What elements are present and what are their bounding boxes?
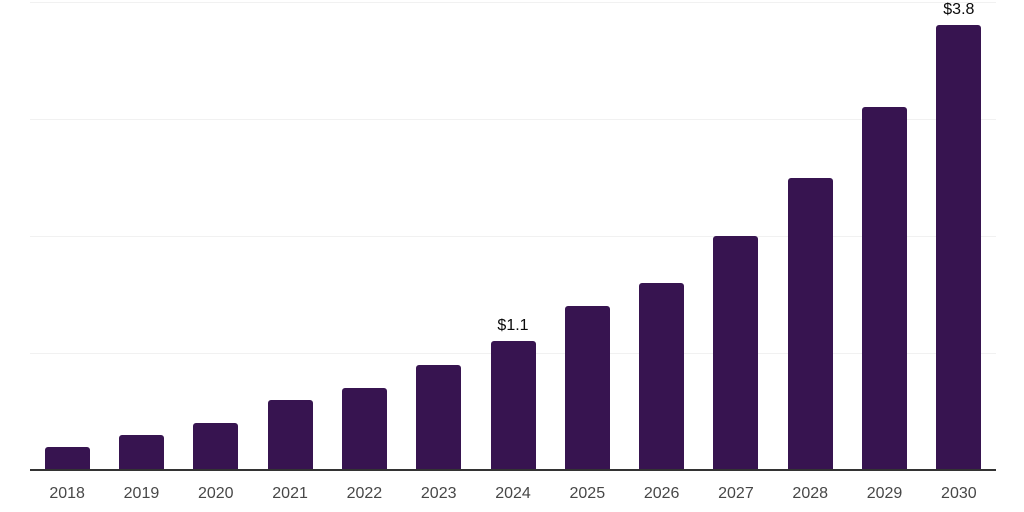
bar-2029 xyxy=(862,107,908,470)
x-tick-label-2022: 2022 xyxy=(346,485,383,502)
x-tick-label-2029: 2029 xyxy=(866,485,903,502)
bar-2025 xyxy=(564,306,610,470)
bar-2022 xyxy=(341,388,387,470)
bar-2018 xyxy=(44,446,90,470)
x-tick-label-2027: 2027 xyxy=(718,485,754,502)
bar-2019 xyxy=(118,434,164,470)
x-tick-label-2020: 2020 xyxy=(197,485,234,502)
bar-2021 xyxy=(267,399,313,470)
x-tick-label-2019: 2019 xyxy=(123,485,160,502)
x-tick-label-2018: 2018 xyxy=(49,485,85,502)
bar-value-label-2024: $1.1 xyxy=(497,317,529,335)
x-axis-line xyxy=(30,469,996,471)
bar-value-label-2030: $3.8 xyxy=(943,1,975,19)
x-tick-label-2021: 2021 xyxy=(272,485,308,502)
gridline-4 xyxy=(30,2,996,3)
bar-2023 xyxy=(416,364,462,470)
bar-2030 xyxy=(936,25,982,470)
x-tick-label-2026: 2026 xyxy=(643,485,680,502)
plot-area: $1.1 $3.8 xyxy=(30,0,996,470)
gridline-3 xyxy=(30,119,996,120)
bar-2026 xyxy=(639,282,685,470)
x-tick-label-2024: 2024 xyxy=(495,485,531,502)
bar-2020 xyxy=(193,423,239,470)
x-tick-label-2023: 2023 xyxy=(420,485,457,502)
bar-2028 xyxy=(787,177,833,470)
x-tick-label-2028: 2028 xyxy=(792,485,829,502)
bar-2027 xyxy=(713,236,759,470)
x-tick-label-2025: 2025 xyxy=(569,485,606,502)
gridline-2 xyxy=(30,236,996,237)
bar-2024 xyxy=(490,341,536,470)
x-tick-label-2030: 2030 xyxy=(941,485,977,502)
